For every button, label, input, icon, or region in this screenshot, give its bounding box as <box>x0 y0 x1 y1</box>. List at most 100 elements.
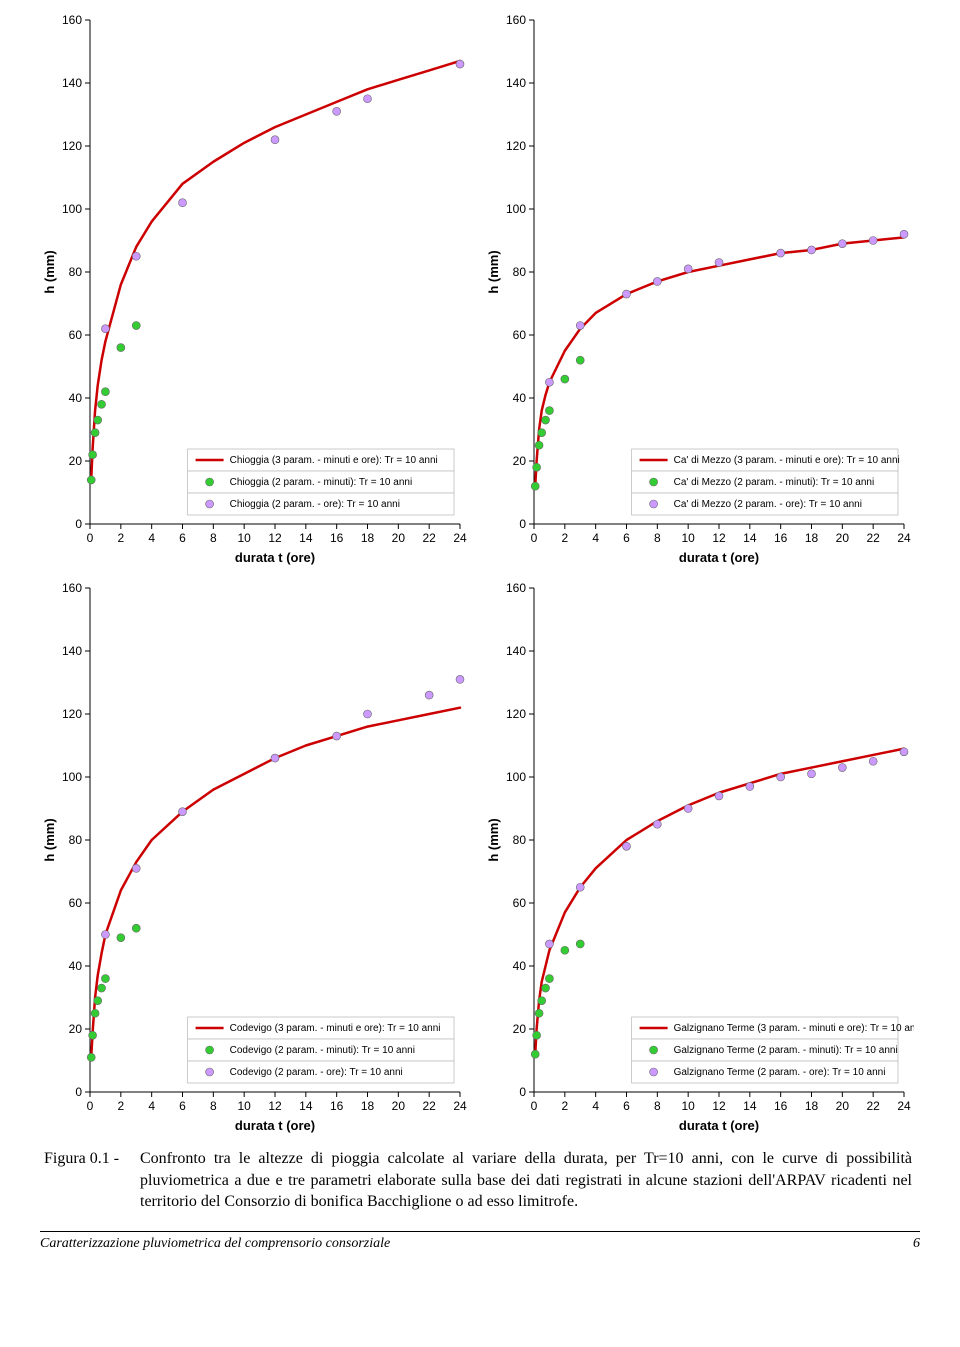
svg-text:Ca' di Mezzo (3 param. - minut: Ca' di Mezzo (3 param. - minuti e ore): … <box>674 455 900 466</box>
chart-svg-galzignano: 0246810121416182022240204060801001201401… <box>484 578 914 1138</box>
svg-text:22: 22 <box>866 1099 880 1113</box>
svg-text:Chioggia (3 param. - minuti e: Chioggia (3 param. - minuti e ore): Tr =… <box>230 455 438 466</box>
svg-text:10: 10 <box>237 531 251 545</box>
figure-label: Figura 0.1 - <box>44 1148 136 1170</box>
svg-text:16: 16 <box>774 1099 788 1113</box>
svg-text:160: 160 <box>506 13 526 27</box>
svg-text:60: 60 <box>69 896 83 910</box>
svg-text:6: 6 <box>623 531 630 545</box>
svg-text:0: 0 <box>531 1099 538 1113</box>
svg-text:60: 60 <box>69 328 83 342</box>
svg-text:22: 22 <box>422 531 436 545</box>
svg-text:16: 16 <box>774 531 788 545</box>
svg-text:2: 2 <box>561 1099 568 1113</box>
svg-text:14: 14 <box>743 531 757 545</box>
svg-text:4: 4 <box>148 1099 155 1113</box>
svg-text:Ca' di Mezzo (2 param. - minut: Ca' di Mezzo (2 param. - minuti): Tr = 1… <box>674 477 875 488</box>
svg-text:16: 16 <box>330 1099 344 1113</box>
svg-text:18: 18 <box>361 1099 375 1113</box>
footer-left: Caratterizzazione pluviometrica del comp… <box>40 1236 390 1252</box>
svg-text:4: 4 <box>592 1099 599 1113</box>
svg-text:24: 24 <box>897 531 911 545</box>
svg-text:10: 10 <box>681 531 695 545</box>
figure-text: Confronto tra le altezze di pioggia calc… <box>140 1148 912 1213</box>
svg-text:h (mm): h (mm) <box>42 250 57 293</box>
svg-text:0: 0 <box>519 1085 526 1099</box>
svg-text:18: 18 <box>361 531 375 545</box>
svg-text:120: 120 <box>62 139 82 153</box>
svg-text:22: 22 <box>422 1099 436 1113</box>
svg-text:24: 24 <box>453 531 467 545</box>
svg-text:h (mm): h (mm) <box>486 818 501 861</box>
svg-text:12: 12 <box>712 1099 726 1113</box>
chart-svg-camezzo: 0246810121416182022240204060801001201401… <box>484 10 914 570</box>
svg-text:80: 80 <box>513 265 527 279</box>
chart-codevigo: 0246810121416182022240204060801001201401… <box>40 578 476 1138</box>
svg-text:Codevigo (2 param. - ore): Tr: Codevigo (2 param. - ore): Tr = 10 anni <box>230 1067 403 1078</box>
svg-text:10: 10 <box>237 1099 251 1113</box>
svg-text:durata t (ore): durata t (ore) <box>679 1118 759 1133</box>
chart-chioggia: 0246810121416182022240204060801001201401… <box>40 10 476 570</box>
chart-svg-codevigo: 0246810121416182022240204060801001201401… <box>40 578 470 1138</box>
svg-text:140: 140 <box>62 644 82 658</box>
svg-text:160: 160 <box>62 581 82 595</box>
svg-text:2: 2 <box>117 531 124 545</box>
svg-text:20: 20 <box>392 531 406 545</box>
svg-text:14: 14 <box>299 531 313 545</box>
svg-text:22: 22 <box>866 531 880 545</box>
svg-text:Ca' di Mezzo (2 param. - ore):: Ca' di Mezzo (2 param. - ore): Tr = 10 a… <box>674 499 862 510</box>
svg-text:20: 20 <box>69 454 83 468</box>
svg-text:40: 40 <box>513 391 527 405</box>
svg-text:0: 0 <box>531 531 538 545</box>
svg-text:0: 0 <box>75 1085 82 1099</box>
svg-text:2: 2 <box>561 531 568 545</box>
svg-text:Chioggia (2 param. - ore): Tr: Chioggia (2 param. - ore): Tr = 10 anni <box>230 499 400 510</box>
svg-text:8: 8 <box>654 1099 661 1113</box>
chart-camezzo: 0246810121416182022240204060801001201401… <box>484 10 920 570</box>
svg-text:8: 8 <box>654 531 661 545</box>
svg-text:0: 0 <box>75 517 82 531</box>
svg-text:18: 18 <box>805 1099 819 1113</box>
page: 0246810121416182022240204060801001201401… <box>0 0 960 1272</box>
svg-text:8: 8 <box>210 1099 217 1113</box>
svg-text:140: 140 <box>506 644 526 658</box>
svg-text:10: 10 <box>681 1099 695 1113</box>
svg-text:12: 12 <box>268 1099 282 1113</box>
svg-text:20: 20 <box>69 1022 83 1036</box>
svg-text:6: 6 <box>179 531 186 545</box>
svg-text:100: 100 <box>62 202 82 216</box>
svg-text:120: 120 <box>506 707 526 721</box>
svg-text:0: 0 <box>87 531 94 545</box>
svg-text:6: 6 <box>623 1099 630 1113</box>
svg-text:40: 40 <box>69 959 83 973</box>
svg-text:20: 20 <box>513 1022 527 1036</box>
svg-text:Galzignano Terme (3 param. - m: Galzignano Terme (3 param. - minuti e or… <box>674 1023 914 1034</box>
svg-text:12: 12 <box>268 531 282 545</box>
svg-text:4: 4 <box>592 531 599 545</box>
svg-text:24: 24 <box>897 1099 911 1113</box>
svg-text:40: 40 <box>69 391 83 405</box>
svg-text:Codevigo (2 param. - minuti):: Codevigo (2 param. - minuti): Tr = 10 an… <box>230 1045 415 1056</box>
svg-text:120: 120 <box>506 139 526 153</box>
chart-galzignano: 0246810121416182022240204060801001201401… <box>484 578 920 1138</box>
svg-text:100: 100 <box>506 770 526 784</box>
svg-text:18: 18 <box>805 531 819 545</box>
svg-text:20: 20 <box>392 1099 406 1113</box>
svg-text:20: 20 <box>836 531 850 545</box>
svg-text:100: 100 <box>62 770 82 784</box>
svg-text:Galzignano Terme (2 param. - o: Galzignano Terme (2 param. - ore): Tr = … <box>674 1067 886 1078</box>
svg-text:16: 16 <box>330 531 344 545</box>
svg-text:40: 40 <box>513 959 527 973</box>
chart-svg-chioggia: 0246810121416182022240204060801001201401… <box>40 10 470 570</box>
svg-text:100: 100 <box>506 202 526 216</box>
footer-page-number: 6 <box>913 1236 920 1252</box>
svg-text:2: 2 <box>117 1099 124 1113</box>
svg-text:60: 60 <box>513 328 527 342</box>
svg-text:14: 14 <box>299 1099 313 1113</box>
svg-text:durata t (ore): durata t (ore) <box>235 550 315 565</box>
svg-text:160: 160 <box>62 13 82 27</box>
svg-text:Codevigo (3 param. - minuti e: Codevigo (3 param. - minuti e ore): Tr =… <box>230 1023 441 1034</box>
page-footer: Caratterizzazione pluviometrica del comp… <box>40 1231 920 1252</box>
svg-text:20: 20 <box>513 454 527 468</box>
svg-text:6: 6 <box>179 1099 186 1113</box>
